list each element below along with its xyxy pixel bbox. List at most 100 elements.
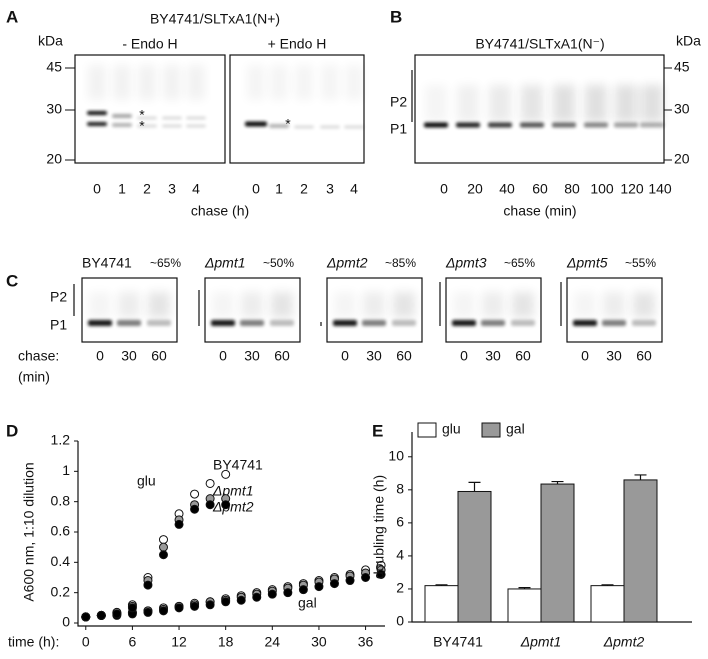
form-label: P1 [50,317,67,333]
strain-percent: ~85% [385,256,416,270]
lane-label: 30 [606,348,622,364]
gel-smear [641,85,663,122]
gel-band [333,320,357,326]
marker-label: 30 [674,101,690,117]
lane-label: 4 [350,181,358,197]
lane-label: 0 [440,181,448,197]
gel-band [162,116,182,120]
gel-band [456,122,480,128]
data-point [81,612,91,622]
gel-smear [163,65,181,100]
panel-title: BY4741/SLTxA1(N⁻) [475,36,604,52]
lane-label: 0 [219,348,227,364]
panel-title: BY4741/SLTxA1(N+) [150,11,280,27]
data-point [252,592,262,602]
gel-smear [271,292,293,318]
error-bar [518,587,531,589]
lane-label: 100 [590,181,614,197]
gel-band [137,124,157,128]
data-point [158,550,168,560]
y-tick-label: 4 [396,547,404,563]
gel-smear [88,65,106,100]
x-tick-label: 30 [311,634,327,650]
data-point [205,478,215,488]
gel-smear [138,65,156,100]
gel-band [584,122,608,128]
gel-smear [334,292,356,318]
gel-band [602,320,626,326]
gel-smear [482,292,504,318]
gel-band [294,125,314,129]
lane-label: 140 [648,181,672,197]
strain-name: Δpmt2 [326,255,368,271]
y-tick-label: 0.8 [51,492,71,508]
data-point [190,504,200,514]
error-bar [551,480,564,485]
y-tick-label: 0.4 [51,553,71,569]
gel-smear [247,65,265,100]
gel-smear [553,85,575,122]
data-point [314,582,324,592]
gel-band [137,116,157,120]
gel-band [245,121,267,127]
lane-label: 3 [326,181,334,197]
unit: kDa [38,33,63,49]
lane-label: 2 [143,181,151,197]
gel-smear [521,85,543,122]
data-point [158,535,168,545]
data-point [96,610,106,620]
gel-smear [585,85,607,122]
strain-name: Δpmt3 [445,255,487,271]
gel-band [147,320,171,326]
x-tick-label: 12 [171,634,187,650]
data-point [236,595,246,605]
y-tick-label: 8 [396,481,404,497]
gel-smear [512,292,534,318]
axis [77,441,385,627]
gel-smear [603,292,625,318]
y-tick-label: 6 [396,514,404,530]
gel-band [162,124,182,128]
lane-label: 0 [581,348,589,364]
gel-band [424,122,448,128]
lane-label: 30 [366,348,382,364]
bar [507,588,542,623]
bar [457,490,492,623]
gel-band [87,111,107,115]
bar [590,585,625,623]
marker-label: 30 [46,101,62,117]
gel-band [269,124,289,128]
gel-band [573,320,597,326]
x-axis-label: time (h): [8,634,59,650]
data-point [298,585,308,595]
gel-band [211,320,235,326]
y-tick-label: 10 [388,447,404,463]
asterisk: * [139,118,145,134]
data-point [190,601,200,611]
gel-smear [270,65,288,100]
lane-label: 30 [485,348,501,364]
strain-percent: ~65% [150,256,181,270]
lane-label: 60 [636,348,652,364]
lane-label: 3 [168,181,176,197]
series-label: Δpmt1 [212,483,254,499]
gel-band [344,125,364,129]
bar [623,479,658,623]
data-point [205,500,215,510]
bar [424,585,459,623]
lane-label: 0 [460,348,468,364]
condition: - Endo H [122,36,177,52]
lane-label: 2 [300,181,308,197]
marker-label: 20 [674,151,690,167]
gel-band [520,122,544,128]
lane-label: 60 [151,348,167,364]
legend-swatch [417,422,437,438]
gel-band [112,114,132,118]
gel-band [186,124,206,128]
gel-smear [393,292,415,318]
gel-band [240,320,264,326]
error-bar [435,584,448,586]
gel-band [117,320,141,326]
gel-band [511,320,535,326]
